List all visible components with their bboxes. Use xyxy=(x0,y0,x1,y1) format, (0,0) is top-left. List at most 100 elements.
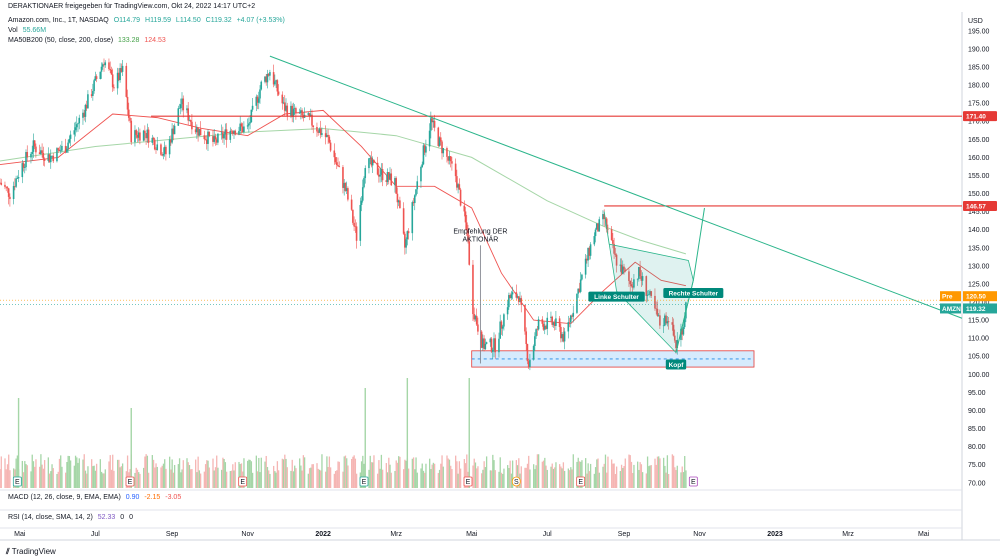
candle-body xyxy=(423,145,426,153)
volume-bar xyxy=(320,470,322,488)
candle-body xyxy=(558,318,561,327)
y-tick-label: 180.00 xyxy=(968,83,990,90)
candle-body xyxy=(485,342,488,344)
tradingview-logo[interactable]: ⫽ TradingView xyxy=(6,547,56,557)
candle-body xyxy=(15,178,17,187)
candle-body xyxy=(633,279,635,288)
candle-body xyxy=(281,94,284,104)
candle-body xyxy=(645,276,648,296)
volume-bar xyxy=(390,472,392,488)
candle-body xyxy=(199,129,202,136)
volume-bar xyxy=(520,466,522,488)
volume-bar xyxy=(472,465,474,488)
volume-bar xyxy=(165,468,167,488)
volume-bar xyxy=(525,467,527,488)
volume-bar xyxy=(554,467,556,488)
volume-bar xyxy=(329,467,332,488)
candle-body xyxy=(425,146,427,153)
earnings-marker-letter: E xyxy=(128,479,133,486)
candle-body xyxy=(100,66,103,72)
candle-body xyxy=(9,196,11,200)
volume-bar xyxy=(654,458,656,488)
price-tag-label: 120.50 xyxy=(966,294,986,301)
candle-body xyxy=(84,104,87,117)
volume-bar xyxy=(394,470,396,488)
volume-bar xyxy=(213,470,215,488)
volume-bar xyxy=(103,473,105,488)
candle-body xyxy=(5,186,7,188)
volume-bar xyxy=(355,473,358,488)
candle-body xyxy=(638,267,640,279)
macd-label[interactable]: MACD (12, 26, close, 9, EMA, EMA) xyxy=(8,494,121,501)
candle-body xyxy=(494,338,497,353)
candle-body xyxy=(620,264,623,274)
candle-body xyxy=(214,136,217,140)
volume-bar xyxy=(411,458,413,488)
volume-bar xyxy=(431,464,433,488)
candle-body xyxy=(298,112,301,114)
candle-body xyxy=(613,243,615,254)
volume-spike xyxy=(17,398,20,488)
candle-body xyxy=(293,108,296,109)
volume-bar xyxy=(290,470,292,488)
volume-bar xyxy=(50,471,52,488)
candle-body xyxy=(614,253,617,255)
candle-body xyxy=(385,180,388,182)
candle-body xyxy=(85,104,88,109)
volume-bar xyxy=(494,470,496,488)
ohlc-high: H119.59 xyxy=(145,17,171,24)
candle-body xyxy=(126,96,129,110)
volume-bar xyxy=(680,472,682,488)
candle-body xyxy=(181,98,183,105)
candle-body xyxy=(343,182,345,188)
volume-bar xyxy=(206,460,208,488)
candle-body xyxy=(666,321,669,324)
volume-bar xyxy=(61,466,63,488)
candle-body xyxy=(451,161,453,164)
volume-bar xyxy=(225,471,228,488)
candle-body xyxy=(630,284,633,287)
volume-label[interactable]: Vol xyxy=(8,27,18,34)
candle-body xyxy=(300,110,302,113)
volume-bar xyxy=(21,460,23,488)
volume-bar xyxy=(372,462,374,488)
candle-body xyxy=(619,264,622,266)
volume-bar xyxy=(675,470,677,488)
candle-body xyxy=(213,136,215,142)
volume-bar xyxy=(273,465,275,488)
candle-body xyxy=(650,291,653,296)
volume-bar xyxy=(482,469,484,488)
annotation-tag xyxy=(663,287,724,298)
volume-bar xyxy=(214,467,217,488)
volume-bar xyxy=(173,464,176,488)
candle-body xyxy=(40,150,42,155)
volume-bar xyxy=(450,465,452,488)
volume-bar xyxy=(190,469,192,488)
ma-label[interactable]: MA50B200 (50, close, 200, close) xyxy=(8,37,114,44)
candle-body xyxy=(248,123,250,126)
volume-bar xyxy=(578,461,581,488)
candle-body xyxy=(395,178,397,194)
candle-body xyxy=(624,269,627,272)
volume-bar xyxy=(352,456,354,488)
candle-body xyxy=(389,173,391,180)
candle-body xyxy=(484,343,487,350)
volume-bar xyxy=(446,455,448,488)
volume-bar xyxy=(585,458,587,488)
annotation-text: AKTIONÄR xyxy=(462,235,498,243)
candle-body xyxy=(6,187,9,189)
candle-body xyxy=(360,200,363,205)
candle-body xyxy=(109,69,111,70)
volume-bar xyxy=(136,469,139,488)
volume-bar xyxy=(456,461,458,488)
symbol-name[interactable]: Amazon.com, Inc., 1T, NASDAQ xyxy=(8,17,109,24)
volume-bar xyxy=(334,471,337,488)
candle-body xyxy=(198,129,201,136)
volume-bar xyxy=(518,458,520,488)
candle-body xyxy=(347,188,349,200)
rsi-label[interactable]: RSI (14, close, SMA, 14, 2) xyxy=(8,514,93,521)
volume-bar xyxy=(429,458,431,488)
earnings-marker-letter: E xyxy=(15,479,20,486)
candle-body xyxy=(255,96,258,106)
